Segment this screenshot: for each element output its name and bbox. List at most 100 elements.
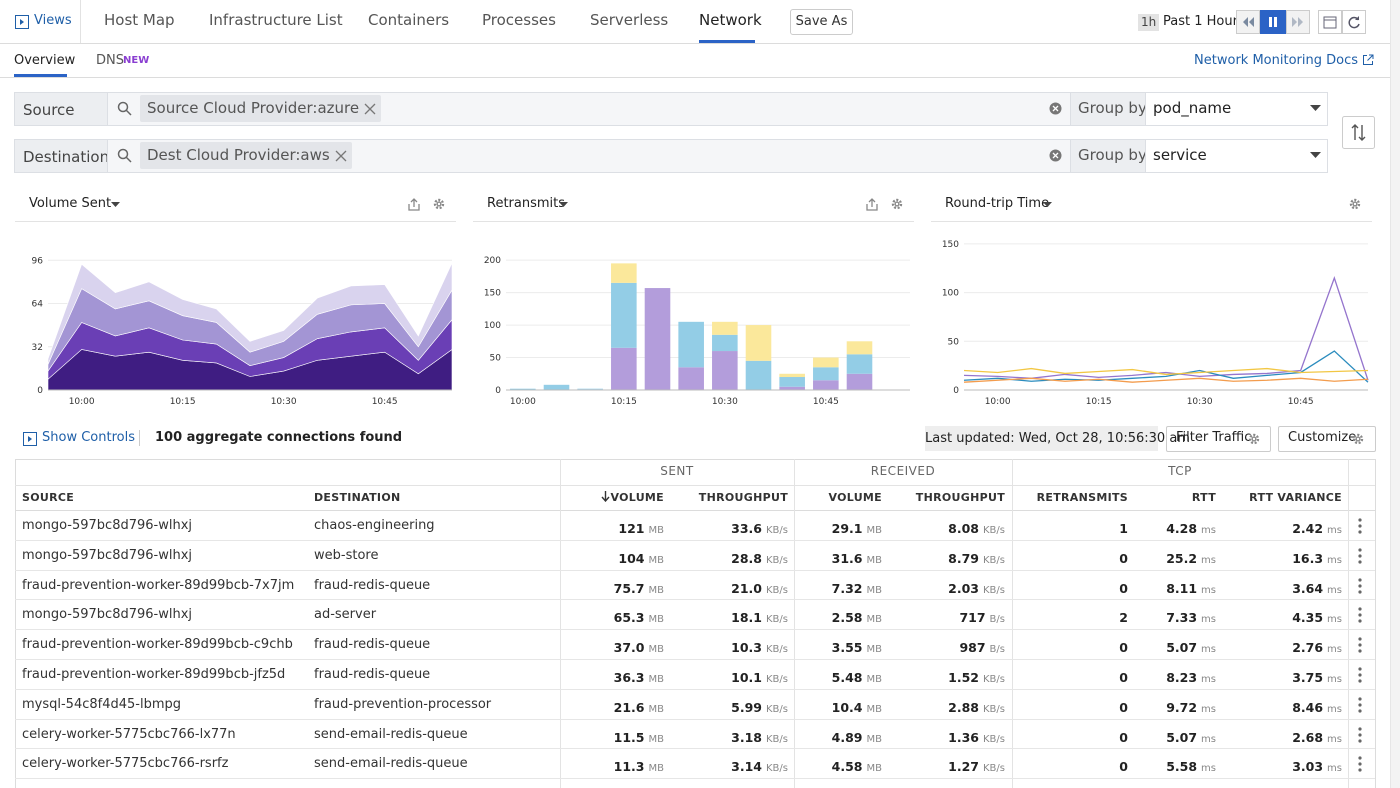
column-header[interactable]: SOURCE (22, 491, 75, 504)
forward-button[interactable] (1286, 10, 1310, 34)
row-menu[interactable] (1357, 518, 1363, 534)
metric-value: 21.0 (731, 580, 762, 596)
bar-segment (678, 321, 704, 368)
sub-tab[interactable]: DNS (96, 53, 124, 68)
metric-value: 0 (1119, 580, 1128, 596)
x-tick-label: 10:00 (510, 397, 536, 407)
time-range[interactable]: Past 1 Hour (1163, 14, 1238, 29)
y-tick-label: 100 (942, 289, 959, 299)
metric-unit: ms (1201, 703, 1216, 715)
chart-title[interactable]: Volume Sent (29, 196, 112, 211)
metric-cell: 75.7 MB (614, 578, 664, 597)
metric-value: 2.88 (948, 699, 979, 715)
filter-traffic-button[interactable] (1166, 426, 1271, 452)
bar-segment (611, 347, 637, 390)
row-menu[interactable] (1357, 667, 1363, 683)
calendar-button[interactable] (1318, 10, 1342, 34)
row-menu[interactable] (1357, 548, 1363, 564)
nav-tab[interactable]: Host Map (104, 11, 175, 29)
settings-icon[interactable] (432, 197, 446, 211)
swap-button[interactable] (1342, 116, 1375, 149)
metric-unit: ms (1201, 763, 1216, 775)
metric-cell: 121 MB (618, 518, 664, 537)
rewind-button[interactable] (1236, 10, 1260, 34)
metric-value: 8.79 (948, 550, 979, 566)
metric-cell: 65.3 MB (614, 607, 664, 626)
row-menu[interactable] (1357, 607, 1363, 623)
metric-unit: ms (1201, 525, 1216, 536)
row-menu[interactable] (1357, 637, 1363, 653)
customize-button[interactable] (1278, 426, 1376, 452)
sub-tab-underline (14, 74, 67, 77)
metric-unit: MB (648, 763, 665, 775)
column-header[interactable]: RETRANSMITS (1036, 491, 1128, 504)
nav-tab[interactable]: Serverless (590, 11, 669, 29)
settings-icon[interactable] (890, 197, 904, 211)
metric-unit: ms (1327, 763, 1342, 775)
metric-value: 3.14 (731, 759, 762, 775)
column-header[interactable]: RTT (1191, 491, 1216, 504)
table-row[interactable] (15, 571, 1375, 601)
group-select[interactable] (1145, 92, 1328, 126)
table-row[interactable] (15, 720, 1375, 750)
table-row[interactable] (15, 600, 1375, 631)
save-as-button[interactable]: Save As (790, 9, 853, 35)
column-header[interactable]: VOLUME (828, 491, 882, 504)
table-row[interactable] (15, 630, 1375, 660)
bar-segment (745, 360, 772, 390)
metric-value: 4.58 (831, 759, 863, 775)
metric-cell: 33.6 KB/s (731, 518, 788, 537)
remove-tag[interactable] (364, 103, 376, 115)
table-row[interactable] (15, 541, 1375, 571)
pause-button[interactable] (1260, 10, 1286, 34)
metric-cell: 0 (1119, 756, 1128, 775)
group-select[interactable] (1145, 139, 1328, 173)
clear-button[interactable] (1049, 102, 1062, 115)
row-menu[interactable] (1357, 726, 1363, 743)
nav-tab[interactable]: Processes (482, 11, 556, 29)
bar-segment (577, 388, 603, 390)
source-cell: mongo-597bc8d796-wlhxj (22, 518, 193, 533)
chart-title[interactable]: Retransmits (487, 196, 566, 211)
metric-cell: 2.58 MB (832, 607, 882, 626)
metric-value: 10.3 (731, 640, 762, 656)
views-button[interactable]: Views (34, 13, 72, 28)
row-menu[interactable] (1357, 577, 1363, 594)
settings-icon[interactable] (1348, 197, 1362, 211)
column-header[interactable]: VOLUME (610, 491, 664, 504)
metric-value: 5.58 (1166, 759, 1198, 775)
nav-tab[interactable]: Containers (368, 11, 450, 29)
export-icon[interactable] (407, 197, 421, 211)
export-icon[interactable] (865, 197, 879, 211)
sub-tab[interactable]: Overview (14, 53, 76, 68)
nav-tab[interactable]: Infrastructure List (209, 11, 343, 29)
refresh-button[interactable] (1342, 10, 1366, 34)
metric-unit: KB/s (766, 674, 788, 685)
row-menu[interactable] (1357, 756, 1363, 772)
last-updated: Last updated: Wed, Oct 28, 10:56:30 am (925, 426, 1190, 451)
group-by-label: Group by (1078, 99, 1147, 117)
filter-tag[interactable]: Source Cloud Provider:azure (140, 95, 382, 122)
column-header[interactable]: RTT VARIANCE (1249, 491, 1342, 504)
table-row[interactable] (15, 749, 1375, 780)
group-by-box (1070, 92, 1146, 126)
metric-unit: MB (648, 703, 665, 715)
column-header[interactable]: THROUGHPUT (915, 491, 1005, 504)
clear-button[interactable] (1049, 149, 1062, 162)
sort-arrow (601, 491, 610, 502)
table-row[interactable] (15, 690, 1375, 720)
chart-title[interactable]: Round-trip Time (945, 196, 1050, 211)
show-controls[interactable]: Show Controls (42, 430, 135, 445)
column-header[interactable]: DESTINATION (314, 491, 401, 504)
filter-tag[interactable]: Dest Cloud Provider:aws (140, 142, 352, 169)
column-header[interactable]: THROUGHPUT (698, 491, 788, 504)
docs-link[interactable]: Network Monitoring Docs (1194, 53, 1358, 68)
row-menu[interactable] (1357, 697, 1363, 713)
table-row[interactable] (15, 660, 1375, 690)
remove-tag[interactable] (335, 150, 347, 162)
nav-tab[interactable]: Network (699, 11, 762, 29)
metric-cell: 3.75 ms (1292, 667, 1342, 686)
source-cell: mongo-597bc8d796-wlhxj (22, 547, 193, 563)
table-row[interactable] (15, 511, 1375, 541)
y-tick-label: 32 (32, 343, 43, 353)
